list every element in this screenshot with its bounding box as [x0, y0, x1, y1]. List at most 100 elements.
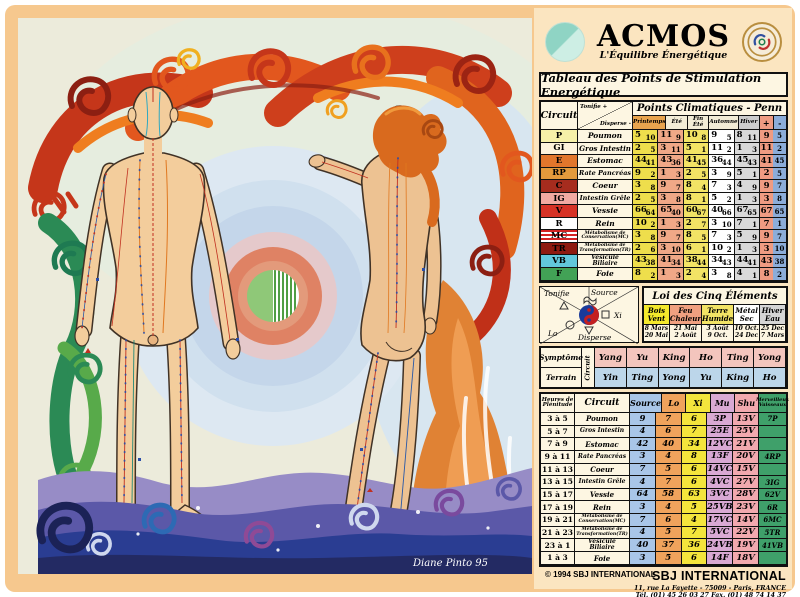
disperse-point: 67 [696, 207, 707, 217]
source-point: 3 [630, 501, 656, 514]
shu-point: 25V [733, 425, 759, 438]
tonifie-disperse-header: Tonifie + Disperse - [578, 102, 633, 129]
merveilleux-vaisseaux-point: 4RP [758, 450, 786, 463]
plus-point: 67 [760, 205, 774, 217]
plus-point: 9 [760, 230, 774, 242]
copyright-notice: © 1994 SBJ INTERNATIONAL [545, 570, 656, 579]
element-name: Métal [735, 305, 758, 315]
lo-point: 7 [655, 476, 682, 488]
disperse-point: 3 [752, 245, 758, 255]
disperse-point: 8 [701, 132, 707, 142]
tonifie-diagram-label: Tonifie [544, 289, 570, 298]
plus-minus-cell: 2 5 [760, 167, 787, 180]
disperse-point: 44 [721, 157, 732, 167]
symptome-value: Ting [722, 348, 755, 367]
disperse-point: 9 [752, 232, 758, 242]
circuit-name: Coeur [578, 180, 633, 192]
disperse-point: 5 [650, 195, 656, 205]
tonify-point: 34 [711, 255, 724, 266]
energy-painting: Diane Pinto 95 [18, 18, 532, 574]
disperse-point: 45 [696, 157, 707, 167]
circuit-name: Métabolisme de Conservation(MC) [575, 514, 630, 526]
lo-point: 7 [655, 413, 682, 425]
tonify-point: 7 [736, 217, 743, 228]
shu-point: 19V [733, 539, 759, 552]
merveilleux-vaisseaux-point [758, 463, 786, 476]
minus-point: 38 [773, 255, 787, 268]
source-diagram-label: Source [591, 288, 618, 297]
minus-point: 8 [773, 192, 787, 205]
circuit-name: Gros Intestin [575, 425, 630, 438]
lo-point: 4 [655, 450, 682, 463]
source-point: 7 [630, 463, 656, 476]
lo-point: 58 [655, 488, 682, 501]
table-row: MC Métabolisme de Conservation(MC) 3 8 9… [541, 230, 787, 243]
circuit-name: Poumon [575, 413, 630, 425]
tonify-point: 1 [660, 217, 667, 228]
five-elements-table: Loi des Cinq Éléments Bois Vent 8 Mars 2… [642, 286, 788, 343]
disperse-point: 2 [726, 195, 732, 205]
table-row: P Poumon 5 10 11 9 10 8 9 [541, 130, 787, 143]
tonify-point: 36 [711, 155, 724, 166]
hours-column-header: Heures de Plénitude [541, 394, 575, 412]
disperse-point: 3 [726, 182, 732, 192]
plus-point: 2 [760, 167, 774, 180]
plus-minus-cell: 7 1 [760, 217, 787, 230]
circuit-name: Rate Pancréas [578, 167, 633, 180]
points-cell: 5 9 [734, 230, 761, 242]
season-header: Printemps [633, 116, 667, 129]
tonify-point: 66 [635, 205, 647, 216]
points-cell: 6 1 [683, 242, 710, 255]
tonify-point: 10 [635, 217, 647, 228]
tonify-point: 9 [711, 130, 718, 140]
disperse-point: 40 [671, 207, 681, 217]
hair-art [372, 105, 447, 227]
xi-point: 6 [681, 476, 708, 488]
plus-minus-cell: 11 2 [760, 142, 787, 155]
lo-diagram-label: Lo [548, 329, 558, 338]
table-row: 5 à 7 Gros Intestin 4 6 7 25E 25V [541, 425, 786, 439]
mu-point: 14VC [707, 463, 734, 476]
xi-column-header: Xi [686, 394, 711, 412]
points-cell: 7 1 [734, 217, 761, 230]
disperse-point: 6 [650, 245, 656, 255]
circuit-name: Rein [575, 501, 630, 514]
disperse-point: 38 [645, 258, 656, 268]
points-cell: 3 11 [658, 142, 684, 155]
points-cell: 3 10 [709, 217, 735, 230]
points-cell: 9 5 [709, 130, 735, 142]
tonify-point: 8 [685, 230, 692, 241]
mu-point: 3VC [707, 488, 734, 501]
circuit-code: RP [541, 167, 578, 180]
circuit-rotated-label: Circuit [582, 348, 595, 387]
circuit-code: TR [541, 242, 578, 255]
source-point: 9 [630, 413, 656, 425]
tonify-point: 2 [635, 242, 641, 253]
points-cell: 38 44 [683, 255, 710, 268]
symptome-value: Yang [595, 348, 627, 367]
tonify-point: 11 [711, 142, 724, 153]
tonify-point: 7 [711, 230, 718, 241]
hours-table: Heures de Plénitude Circuit Source Lo Xi… [539, 392, 789, 567]
table-row: GI Gros Intestin 2 5 3 11 5 1 11 [541, 142, 787, 156]
tonify-point: 5 [736, 167, 743, 178]
points-cell: 10 2 [633, 217, 659, 230]
points-cell: 2 4 [683, 268, 710, 281]
disperse-point: 8 [650, 232, 656, 242]
lo-point: 37 [655, 539, 682, 552]
tonification-diagram: Tonifie Source Xi Lo Disperse [539, 286, 639, 344]
points-cell: 10 2 [709, 242, 735, 255]
points-cell: 10 8 [683, 130, 710, 142]
tonify-point: 40 [711, 205, 724, 216]
circuit-column-header: Circuit [575, 394, 630, 412]
mu-column-header: Mu [710, 394, 735, 412]
points-cell: 9 2 [633, 167, 659, 180]
tonify-point: 41 [685, 155, 698, 166]
element-date-start: 21 Mai [673, 325, 698, 333]
circuit-code: E [541, 155, 578, 167]
plus-header: + [760, 116, 774, 129]
plus-minus-cell: 43 38 [760, 255, 787, 268]
circuit-name: Vessie [578, 205, 633, 217]
circuit-name: Rein [578, 217, 633, 230]
circuit-name: Métabolisme de Transformation(TR) [578, 242, 633, 255]
